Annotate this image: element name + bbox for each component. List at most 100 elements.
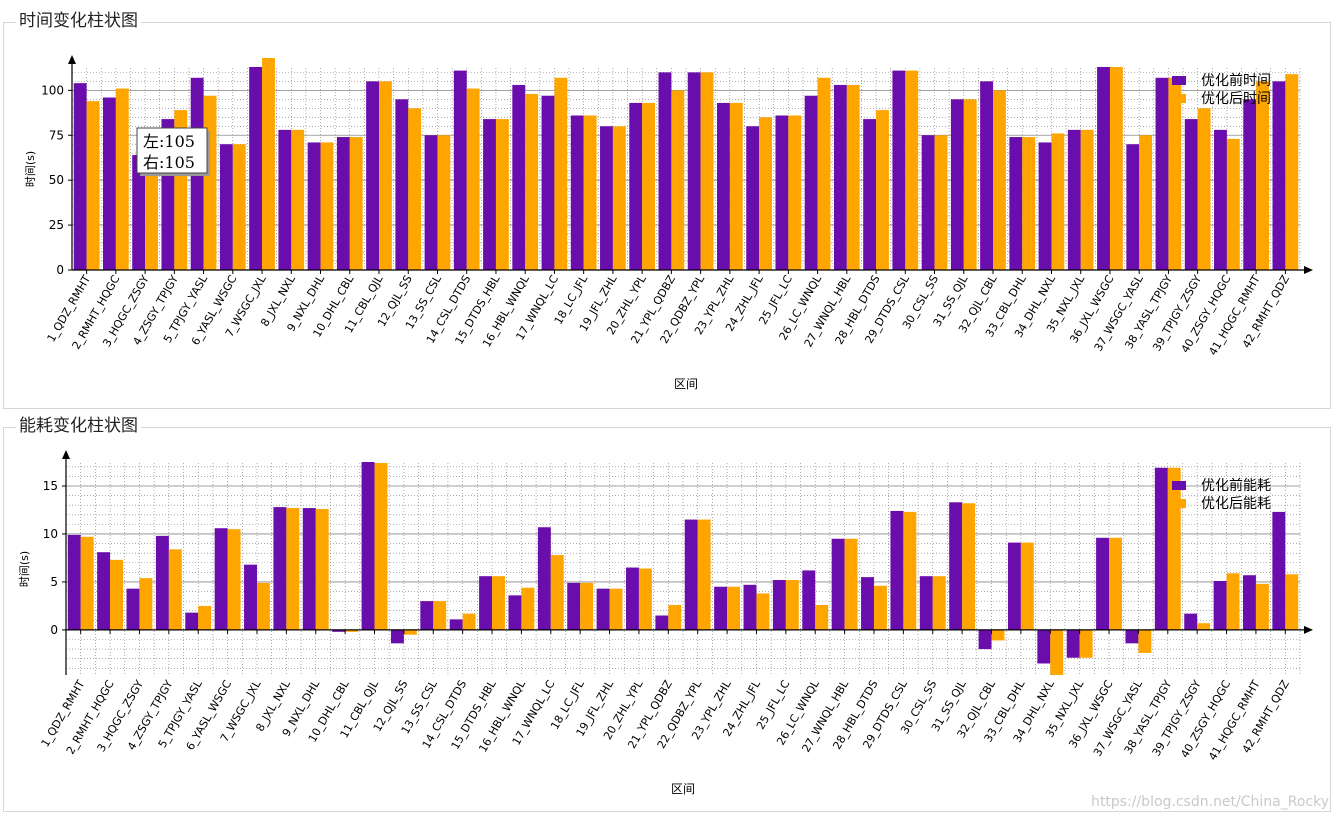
bar-after — [668, 604, 682, 630]
bar-after — [583, 115, 597, 271]
bar-after — [320, 142, 334, 270]
bar-before — [512, 84, 526, 270]
bar-after — [525, 93, 539, 270]
bar-after — [1022, 137, 1036, 270]
bar-after — [756, 593, 770, 630]
bar-before — [219, 144, 233, 270]
bar-after — [1109, 537, 1122, 630]
bar-before — [302, 508, 316, 630]
bar-after — [227, 529, 241, 630]
bar-before — [892, 70, 906, 271]
bar-before — [714, 586, 728, 630]
tooltip: 左:105 右:105 — [136, 127, 210, 176]
bar-before — [1066, 629, 1080, 658]
bar-before — [395, 99, 409, 270]
bar-before — [949, 502, 963, 630]
time-chart-title: 时间变化柱状图 — [16, 11, 141, 31]
bar-before — [804, 95, 818, 270]
bar-before — [1272, 511, 1286, 630]
bar-after — [1168, 77, 1182, 270]
bar-after — [729, 102, 743, 270]
bar-after — [86, 101, 100, 270]
bar-after — [932, 576, 946, 630]
watermark: https://blog.csdn.net/China_Rocky — [1091, 794, 1329, 810]
bar-after — [962, 503, 976, 630]
bar-before — [366, 81, 379, 270]
bar-before — [1037, 629, 1051, 664]
bar-after — [580, 582, 594, 630]
y-axis-arrow — [62, 450, 70, 459]
legend-swatch — [1172, 499, 1186, 508]
bar-before — [1213, 580, 1227, 630]
bar-after — [286, 508, 300, 630]
bar-before — [273, 507, 287, 630]
bar-before — [655, 615, 669, 630]
bar-before — [449, 619, 463, 630]
bar-after — [815, 604, 829, 630]
bar-before — [336, 137, 350, 270]
bar-before — [278, 129, 292, 270]
y-axis-arrow — [68, 55, 76, 64]
bar-before — [1272, 81, 1286, 270]
bar-after — [1197, 623, 1211, 630]
time-chart-panel: 时间变化柱状图 — [3, 11, 1331, 409]
bar-after — [521, 587, 535, 630]
bar-before — [249, 66, 263, 270]
bar-after — [759, 117, 772, 270]
bar-after — [963, 99, 977, 270]
bar-after — [788, 115, 802, 271]
bar-before — [453, 70, 467, 271]
bar-after — [700, 72, 714, 270]
bar-after — [727, 586, 740, 630]
energy-bar-chart[interactable]: 0510151_QDZ_RMHT2_RMHT_HQGC3_HQGC_ZSGY4_… — [0, 427, 1339, 812]
bar-before — [244, 564, 257, 630]
bar-after — [232, 144, 246, 270]
y-axis-label: 时间(s) — [18, 551, 31, 587]
bar-before — [1096, 537, 1110, 630]
bar-after — [1139, 135, 1153, 270]
bar-after — [462, 613, 476, 630]
bar-before — [1154, 467, 1168, 630]
bar-after — [408, 108, 422, 270]
bar-before — [185, 612, 199, 630]
bar-before — [626, 567, 639, 630]
bar-before — [687, 72, 701, 270]
bar-before — [424, 135, 438, 270]
bar-before — [775, 115, 789, 271]
bar-after — [642, 102, 656, 270]
bar-after — [349, 137, 363, 270]
bar-before — [629, 102, 643, 270]
bar-before — [483, 119, 496, 270]
bar-before — [73, 83, 87, 270]
bar-after — [1226, 138, 1240, 270]
bar-after — [315, 509, 329, 630]
bar-after — [437, 135, 451, 270]
bars — [73, 58, 1299, 271]
bar-before — [658, 72, 672, 270]
bar-before — [1097, 66, 1110, 270]
bar-after — [934, 135, 948, 270]
bar-before — [684, 519, 698, 630]
bar-before — [1214, 129, 1227, 270]
time-bar-chart[interactable]: 02550751001_QDZ_RMHT2_RMHT_HQGC3_HQGC_ZS… — [0, 22, 1339, 407]
x-axis-label: 区间 — [674, 377, 698, 391]
x-axis-arrow — [1304, 266, 1313, 274]
bar-before — [97, 552, 111, 630]
bar-before — [1067, 129, 1081, 270]
y-tick-label: 15 — [43, 479, 58, 493]
y-tick-label: 10 — [43, 527, 58, 541]
bar-after — [115, 88, 129, 270]
bar-after — [345, 629, 359, 632]
bar-after — [1138, 629, 1152, 653]
legend-swatch — [1172, 76, 1186, 85]
y-tick-label: 0 — [56, 263, 64, 277]
y-tick-label: 75 — [49, 128, 64, 142]
bar-before — [67, 534, 81, 630]
bar-before — [214, 528, 228, 630]
bar-after — [844, 538, 858, 630]
bar-after — [993, 90, 1006, 270]
bar-after — [495, 119, 509, 270]
energy-chart-panel: 能耗变化柱状图 — [3, 416, 1331, 812]
